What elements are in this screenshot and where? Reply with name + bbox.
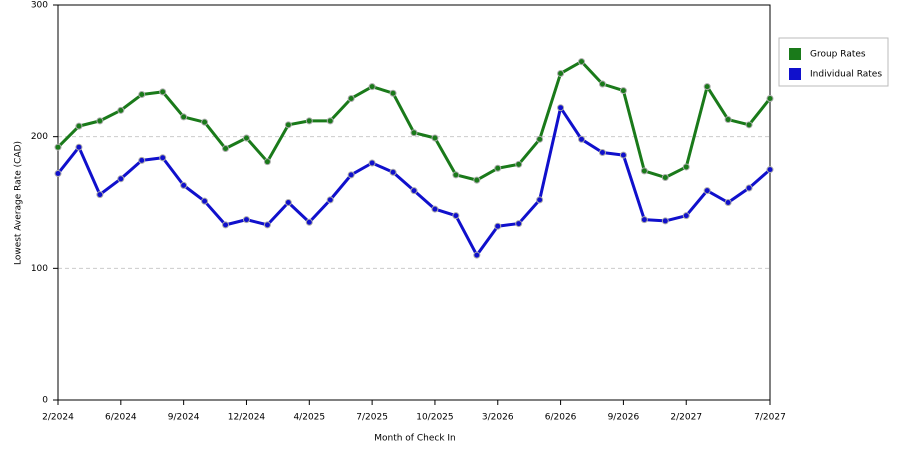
data-point xyxy=(703,187,711,195)
data-point xyxy=(305,117,313,125)
x-tick-label: 7/2027 xyxy=(754,413,786,423)
data-point xyxy=(96,117,104,125)
data-point xyxy=(117,175,125,183)
data-point xyxy=(222,145,230,153)
data-point xyxy=(724,116,732,124)
y-axis-label: Lowest Average Rate (CAD) xyxy=(14,141,24,265)
data-point xyxy=(515,160,523,168)
x-axis-label: Month of Check In xyxy=(374,434,456,444)
data-point xyxy=(682,163,690,171)
data-point xyxy=(201,118,209,126)
data-point xyxy=(578,58,586,66)
data-point xyxy=(305,218,313,226)
y-tick-label: 0 xyxy=(42,396,48,406)
data-point xyxy=(284,199,292,206)
data-point xyxy=(389,168,397,176)
data-point xyxy=(138,91,146,99)
y-tick-label: 200 xyxy=(31,132,48,142)
data-point xyxy=(598,148,606,156)
data-point xyxy=(766,94,774,102)
data-point xyxy=(347,171,355,179)
data-point xyxy=(75,122,83,130)
legend-swatch xyxy=(789,48,801,60)
x-tick-label: 2/2027 xyxy=(670,413,702,423)
data-point xyxy=(515,220,523,228)
data-point xyxy=(473,176,481,184)
data-point xyxy=(661,173,669,181)
data-point xyxy=(494,164,502,172)
data-point xyxy=(180,113,188,121)
data-point xyxy=(536,196,544,204)
data-point xyxy=(326,196,334,204)
data-point xyxy=(201,197,209,205)
data-point xyxy=(180,181,188,189)
data-point xyxy=(242,216,250,224)
data-point xyxy=(745,121,753,129)
data-point xyxy=(222,221,230,229)
data-point xyxy=(661,217,669,225)
data-point xyxy=(263,221,271,229)
data-point xyxy=(619,151,627,159)
x-tick-label: 9/2026 xyxy=(608,413,640,423)
x-tick-label: 3/2026 xyxy=(482,413,514,423)
x-tick-label: 6/2026 xyxy=(545,413,577,423)
data-point xyxy=(54,143,62,151)
data-point xyxy=(263,158,271,166)
data-point xyxy=(389,89,397,97)
data-point xyxy=(473,251,481,259)
data-point xyxy=(368,159,376,167)
data-point xyxy=(640,167,648,175)
y-tick-label: 100 xyxy=(31,264,48,274)
y-tick-label: 300 xyxy=(31,1,48,11)
x-tick-label: 7/2025 xyxy=(356,413,388,423)
data-point xyxy=(117,106,125,114)
data-point xyxy=(347,94,355,102)
legend-swatch xyxy=(789,68,801,80)
data-point xyxy=(452,212,460,220)
x-tick-label: 2/2024 xyxy=(42,413,74,423)
data-point xyxy=(766,166,774,174)
plot-frame xyxy=(57,4,771,401)
data-point xyxy=(159,88,167,96)
data-point xyxy=(75,143,83,151)
data-point xyxy=(578,135,586,143)
data-point xyxy=(284,121,292,129)
data-point xyxy=(536,135,544,143)
data-point xyxy=(54,170,62,178)
data-point xyxy=(640,216,648,224)
data-point xyxy=(326,117,334,125)
data-point xyxy=(745,184,753,192)
data-point xyxy=(410,129,418,137)
x-tick-label: 6/2024 xyxy=(105,413,137,423)
x-tick-label: 12/2024 xyxy=(228,413,266,423)
data-point xyxy=(619,87,627,95)
data-point xyxy=(368,83,376,91)
data-point xyxy=(452,171,460,179)
data-point xyxy=(557,69,565,77)
data-point xyxy=(557,104,565,112)
data-point xyxy=(431,205,439,213)
legend-label: Group Rates xyxy=(810,50,866,60)
data-point xyxy=(682,212,690,220)
x-tick-label: 4/2025 xyxy=(293,413,325,423)
data-point xyxy=(159,154,167,162)
data-point xyxy=(410,187,418,195)
x-tick-label: 10/2025 xyxy=(416,413,453,423)
data-point xyxy=(703,83,711,91)
data-point xyxy=(431,134,439,142)
x-tick-label: 9/2024 xyxy=(168,413,200,423)
data-point xyxy=(242,134,250,142)
data-point xyxy=(96,191,104,199)
data-point xyxy=(494,222,502,230)
data-point xyxy=(138,156,146,164)
data-point xyxy=(598,80,606,88)
legend-label: Individual Rates xyxy=(810,70,882,80)
data-point xyxy=(724,199,732,206)
